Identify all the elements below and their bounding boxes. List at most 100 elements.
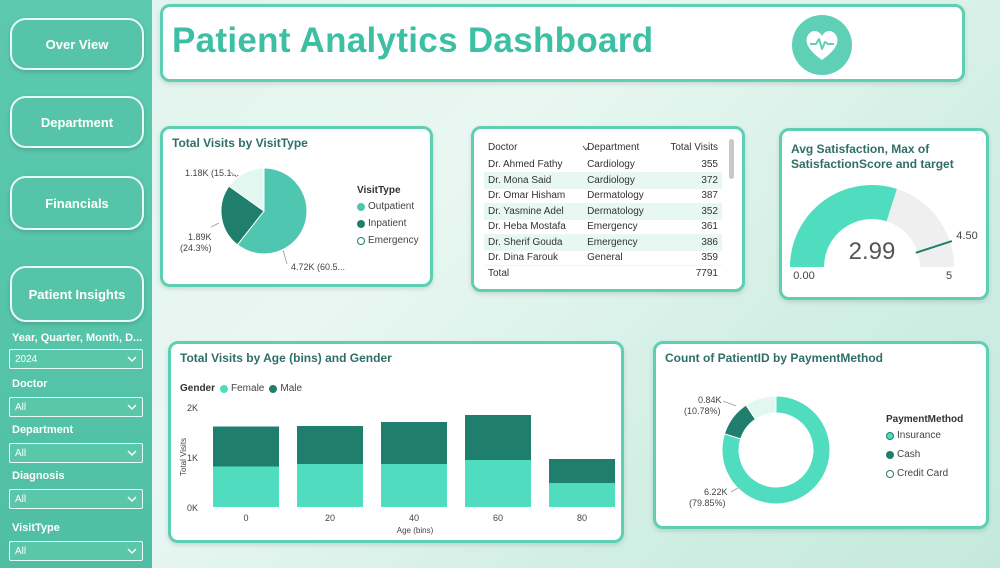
x-tick-label: 40 <box>409 513 419 523</box>
gauge-value-arc <box>790 185 897 267</box>
visits-by-type-title: Total Visits by VisitType <box>172 136 308 150</box>
gauge-min-label: 0.00 <box>793 270 814 282</box>
table-scrollbar[interactable] <box>729 139 734 179</box>
satisfaction-card: Avg Satisfaction, Max of SatisfactionSco… <box>779 128 989 300</box>
table-row[interactable]: Dr. Yasmine Adel Dermatology 352 <box>484 203 722 220</box>
chevron-down-icon <box>127 496 137 502</box>
x-axis-label: Age (bins) <box>397 526 434 535</box>
legend-title: Gender <box>180 383 216 394</box>
table-row[interactable]: Dr. Omar Hisham Dermatology 387 <box>484 188 722 204</box>
bar-male-20[interactable] <box>297 426 363 464</box>
legend-item-male[interactable]: Male <box>269 383 302 394</box>
chevron-down-icon <box>127 548 137 554</box>
nav-department-label: Department <box>40 114 114 130</box>
satisfaction-title: Avg Satisfaction, Max of SatisfactionSco… <box>791 142 954 172</box>
age-gender-bar-chart: 2K 1K 0K Total Visits Age (bins) 0 20 40 60… <box>179 403 615 535</box>
doctor-table-card: Doctor Department Total Visits Dr. Ahmed… <box>471 126 745 292</box>
pie-slice-outpatient[interactable] <box>236 167 308 255</box>
heart-pulse-icon <box>792 15 852 75</box>
col-header-department[interactable]: Department <box>587 141 640 153</box>
gauge-target-marker <box>915 240 953 254</box>
bar-male-0[interactable] <box>213 426 279 467</box>
pie-label-inpatient-pct: (24.3%) <box>180 243 212 253</box>
bar-male-40[interactable] <box>381 422 447 464</box>
pie-slice-emergency[interactable] <box>228 167 265 212</box>
cell-department: Dermatology <box>583 188 658 204</box>
table-row[interactable]: Dr. Dina Farouk General 359 <box>484 250 722 266</box>
cell-total-visits: 361 <box>657 219 722 235</box>
donut-label-insurance-pct: (79.85%) <box>689 498 726 508</box>
filter-visittype-select[interactable]: All <box>9 541 143 561</box>
nav-patient-insights-label: Patient Insights <box>28 286 126 302</box>
cell-doctor: Dr. Heba Mostafa <box>484 219 584 235</box>
table-row[interactable]: Dr. Ahmed Fathy Cardiology 355 <box>484 157 722 173</box>
gauge-value: 2.99 <box>849 238 896 265</box>
legend-item-credit-card[interactable]: Credit Card <box>886 468 963 479</box>
cell-department: Emergency <box>583 219 658 235</box>
filter-visittype-value: All <box>15 546 27 557</box>
legend-item-insurance[interactable]: Insurance <box>886 430 963 441</box>
filter-department-select[interactable]: All <box>9 443 143 463</box>
gauge-max-label: 5 <box>946 270 952 282</box>
donut-slice-credit-card[interactable] <box>745 395 777 420</box>
table-row[interactable]: Dr. Sherif Gouda Emergency 386 <box>484 234 722 251</box>
bar-female-0[interactable] <box>213 466 279 508</box>
cell-doctor: Dr. Sherif Gouda <box>484 234 584 251</box>
filter-date-value: 2024 <box>15 354 38 365</box>
legend-item-outpatient[interactable]: Outpatient <box>357 201 419 212</box>
nav-department-button[interactable]: Department <box>10 96 144 148</box>
sort-arrow-icon[interactable] <box>582 145 590 151</box>
filter-diagnosis-select[interactable]: All <box>9 489 143 509</box>
table-row[interactable]: Dr. Heba Mostafa Emergency 361 <box>484 219 722 235</box>
x-tick-label: 20 <box>325 513 335 523</box>
satisfaction-title-line2: SatisfactionScore and target <box>791 157 954 171</box>
pie-label-emergency: 1.18K (15.1... <box>185 168 239 178</box>
filter-date-select[interactable]: 2024 <box>9 349 143 369</box>
legend-title: PaymentMethod <box>886 414 964 425</box>
legend-title: VisitType <box>357 185 401 196</box>
cell-total-visits: 355 <box>657 157 722 173</box>
nav-overview-label: Over View <box>45 36 109 52</box>
y-axis-label: Total Visits <box>179 438 188 476</box>
col-header-doctor[interactable]: Doctor <box>488 141 518 153</box>
bar-female-20[interactable] <box>297 464 363 507</box>
visits-by-type-pie: 1.18K (15.1... 1.89K (24.3%) 4.72K (60.5… <box>180 167 345 272</box>
col-header-total-visits[interactable]: Total Visits <box>670 141 718 153</box>
age-gender-legend: Gender Female Male <box>180 383 302 394</box>
nav-overview-button[interactable]: Over View <box>10 18 144 70</box>
legend-item-female[interactable]: Female <box>220 383 264 394</box>
filter-doctor-select[interactable]: All <box>9 397 143 417</box>
header-card: Patient Analytics Dashboard <box>160 4 965 82</box>
pie-slice-inpatient[interactable] <box>220 185 265 246</box>
bar-male-60[interactable] <box>465 415 531 460</box>
pie-label-inpatient-value: 1.89K <box>188 232 212 242</box>
table-total-value: 7791 <box>657 265 722 281</box>
nav-patient-insights-button[interactable]: Patient Insights <box>10 266 144 322</box>
chevron-down-icon <box>127 404 137 410</box>
doctor-table: Doctor Department Total Visits Dr. Ahmed… <box>484 137 722 281</box>
donut-label-insurance-value: 6.22K <box>704 487 728 497</box>
bar-female-40[interactable] <box>381 464 447 507</box>
legend-item-inpatient[interactable]: Inpatient <box>357 218 419 229</box>
legend-item-cash[interactable]: Cash <box>886 449 963 460</box>
nav-financials-label: Financials <box>45 195 109 211</box>
donut-label-cash-pct: (10.78%) <box>684 406 721 416</box>
cell-doctor: Dr. Omar Hisham <box>484 188 584 204</box>
payment-card: Count of PatientID by PaymentMethod 0.84… <box>653 341 989 529</box>
y-tick-label: 2K <box>187 403 198 413</box>
y-tick-label: 0K <box>187 503 198 513</box>
bar-female-80[interactable] <box>549 483 615 507</box>
filter-doctor-label: Doctor <box>12 378 48 390</box>
bar-male-80[interactable] <box>549 459 615 483</box>
satisfaction-title-line1: Avg Satisfaction, Max of <box>791 142 930 156</box>
cell-department: Cardiology <box>583 172 658 189</box>
nav-financials-button[interactable]: Financials <box>10 176 144 230</box>
cell-department: General <box>583 250 658 266</box>
legend-item-emergency[interactable]: Emergency <box>357 235 419 246</box>
cell-total-visits: 372 <box>657 172 722 189</box>
bar-female-60[interactable] <box>465 460 531 507</box>
cell-department: Emergency <box>583 234 658 251</box>
filter-department-label: Department <box>12 424 74 436</box>
table-row[interactable]: Dr. Mona Said Cardiology 372 <box>484 172 722 189</box>
donut-slice-insurance[interactable] <box>721 395 831 505</box>
